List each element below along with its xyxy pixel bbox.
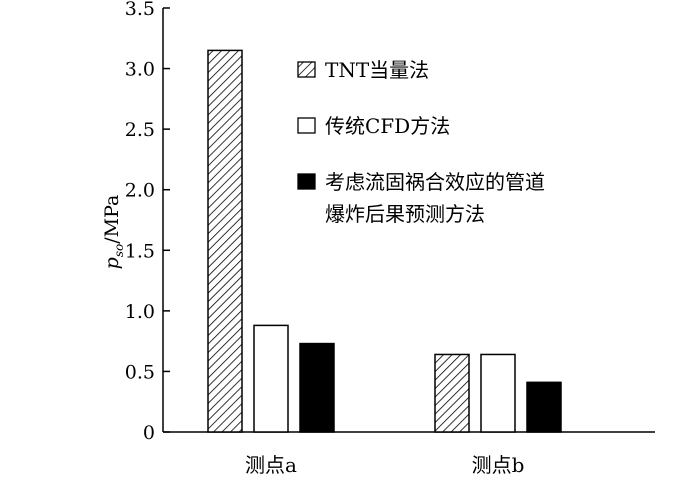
y-axis-label: pso/MPa	[101, 195, 126, 270]
legend-swatch	[297, 117, 316, 134]
bar-b-series-2	[480, 353, 516, 433]
bars	[207, 49, 562, 433]
bar-a-series-1	[207, 49, 243, 433]
bar-b-series-3	[526, 381, 562, 433]
category-labels: 测点a 测点b	[245, 453, 525, 477]
legend-label: TNT当量法	[325, 58, 429, 82]
y-tick-label: 1.5	[125, 240, 155, 262]
y-tick-label: 3.0	[125, 59, 155, 81]
y-tick-label: 0.5	[125, 361, 155, 383]
y-ticks: 0 0.5 1.0 1.5 2.0 2.5 3.0 3.5	[125, 0, 170, 444]
y-tick-label: 2.5	[125, 119, 155, 141]
legend-swatch	[297, 61, 316, 78]
y-tick-label: 1.0	[125, 301, 155, 323]
bar-a-series-3	[299, 342, 335, 433]
y-tick-label: 3.5	[125, 0, 155, 20]
legend-swatch	[297, 173, 316, 190]
bar-b-series-1	[434, 353, 470, 433]
axes	[162, 8, 655, 433]
bar-a-series-2	[253, 324, 289, 433]
legend-label: 爆炸后果预测方法	[325, 202, 485, 226]
legend-label: 考虑流固祸合效应的管道	[325, 170, 545, 194]
category-label: 测点b	[472, 453, 525, 475]
category-label: 测点a	[245, 453, 297, 475]
legend-label: 传统CFD方法	[325, 114, 450, 138]
y-tick-label: 0	[143, 422, 155, 444]
y-tick-label: 2.0	[125, 180, 155, 202]
